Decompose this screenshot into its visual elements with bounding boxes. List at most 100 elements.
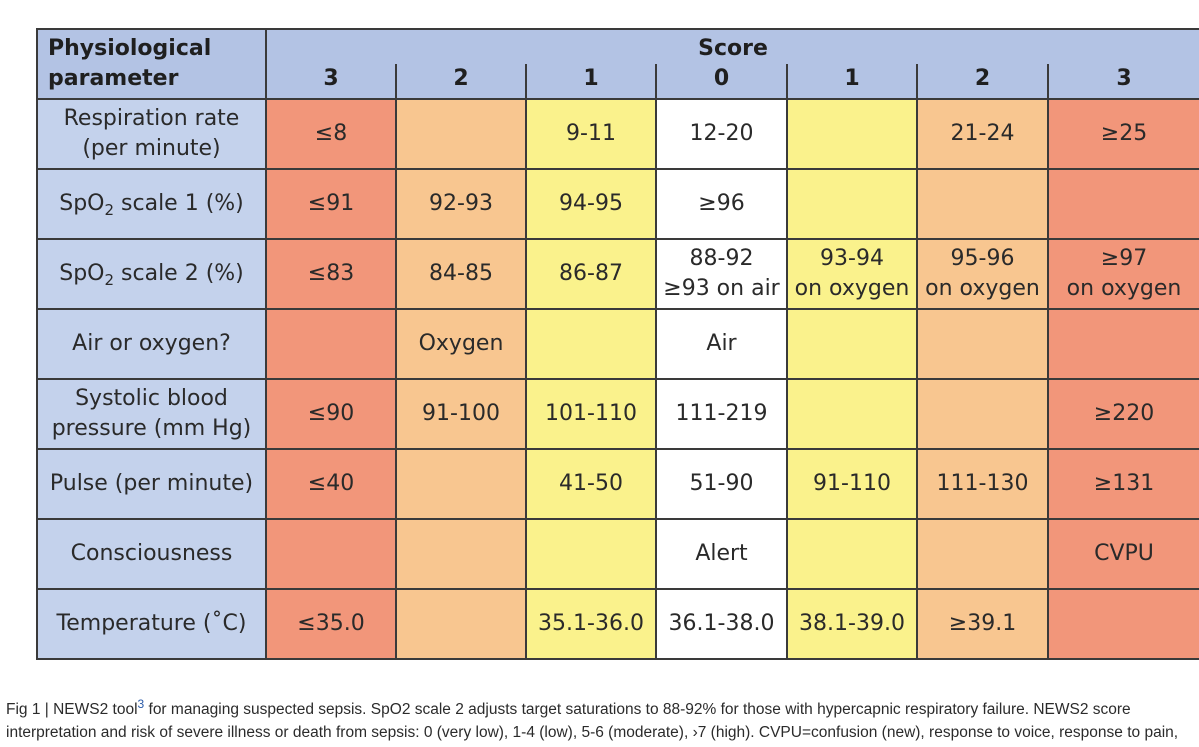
parameter-label-line: Temperature (˚C)	[56, 611, 247, 636]
cell-value: 51-90	[689, 471, 754, 496]
table-row: Temperature (˚C) ≤35.0 35.1-36.0 36.1-38.0 3…	[36, 588, 1199, 660]
parameter-label-line: Air or oxygen?	[72, 331, 231, 356]
cell-value: 21-24	[950, 121, 1015, 146]
cell-value: 88-92	[689, 246, 754, 271]
cell-value: Oxygen	[418, 331, 504, 356]
cell-value: ≤8	[314, 121, 348, 146]
parameter-label: Consciousness	[36, 518, 267, 590]
parameter-label: SpO2 scale 2 (%)	[36, 238, 267, 310]
caption-line-2: interpretation and risk of severe illnes…	[6, 724, 1179, 741]
parameter-label-prefix: SpO	[59, 261, 105, 286]
parameter-label-line: (per minute)	[82, 136, 221, 161]
table-body: Respiration rate (per minute) ≤8 9-11 12-20 2…	[36, 98, 1199, 660]
parameter-label-suffix: scale 1 (%)	[114, 191, 244, 216]
cell-score-3-low: ≤8	[265, 98, 397, 170]
cell-value: 9-11	[566, 121, 616, 146]
parameter-label: Systolic blood pressure (mm Hg)	[36, 378, 267, 450]
header-score-1-low: 1	[525, 64, 657, 100]
cell-value: 91-100	[422, 401, 500, 426]
parameter-label-line: Respiration rate	[63, 106, 240, 131]
cell-score-2-low: 92-93	[395, 168, 527, 240]
cell-value: on oxygen	[925, 276, 1040, 301]
cell-score-1-high: 38.1-39.0	[786, 588, 918, 660]
header-score-3-low: 3	[265, 64, 397, 100]
cell-score-3-low: ≤91	[265, 168, 397, 240]
table-row: Pulse (per minute) ≤40 41-50 51-90 91-110 111…	[36, 448, 1199, 520]
cell-score-2-high	[916, 518, 1049, 590]
cell-score-2-low	[395, 588, 527, 660]
cell-score-3-high: ≥97 on oxygen	[1046, 238, 1199, 310]
news2-table-container: Physiological parameter Score 3 2 1 0 1 …	[36, 28, 1199, 660]
cell-value: ≥96	[698, 191, 745, 216]
cell-score-3-low	[265, 518, 397, 590]
cell-score-0: 88-92 ≥93 on air	[655, 238, 788, 310]
cell-score-0: Air	[655, 308, 788, 380]
cell-value: CVPU	[1094, 541, 1154, 566]
cell-score-1-low: 41-50	[525, 448, 657, 520]
table-row: Air or oxygen? Oxygen Air	[36, 308, 1199, 380]
cell-value: 38.1-39.0	[799, 611, 905, 636]
parameter-label-line: Systolic blood	[75, 386, 228, 411]
caption-line-1-end: for managing suspected sepsis. SpO2 scal…	[144, 701, 1131, 718]
cell-score-3-high: ≥131	[1046, 448, 1199, 520]
cell-value: 36.1-38.0	[668, 611, 775, 636]
header-score-3-high: 3	[1046, 64, 1199, 100]
cell-score-3-high	[1046, 308, 1199, 380]
caption-reference[interactable]: 3	[137, 696, 145, 711]
cell-value: ≤83	[307, 261, 355, 286]
caption-line-1-start: Fig 1 | NEWS2 tool	[6, 701, 138, 718]
cell-score-2-low	[395, 98, 527, 170]
cell-score-0: 111-219	[655, 378, 788, 450]
header-score-1-high: 1	[786, 64, 918, 100]
parameter-label-subscript: 2	[104, 271, 115, 289]
cell-score-3-low: ≤90	[265, 378, 397, 450]
cell-score-1-low: 94-95	[525, 168, 657, 240]
cell-value: ≥220	[1093, 401, 1155, 426]
parameter-label-line: Pulse (per minute)	[49, 471, 254, 496]
cell-score-1-high: 91-110	[786, 448, 918, 520]
cell-score-2-high: ≥39.1	[916, 588, 1049, 660]
cell-value: 92-93	[429, 191, 493, 216]
cell-score-2-high	[916, 168, 1049, 240]
cell-value: ≥131	[1093, 471, 1155, 496]
cell-score-3-low: ≤83	[265, 238, 397, 310]
cell-value: Air	[706, 331, 737, 356]
parameter-label-suffix: scale 2 (%)	[114, 261, 244, 286]
cell-value: ≥25	[1100, 121, 1148, 146]
cell-score-3-low: ≤35.0	[265, 588, 397, 660]
cell-value: ≤40	[307, 471, 355, 496]
cell-value: 111-219	[675, 401, 768, 426]
parameter-label: Temperature (˚C)	[36, 588, 267, 660]
cell-value: ≤90	[307, 401, 355, 426]
header-param-line-2: parameter	[48, 66, 179, 91]
cell-score-2-low: Oxygen	[395, 308, 527, 380]
figure-caption: Fig 1 | NEWS2 tool3 for managing suspect…	[6, 698, 1196, 744]
cell-score-3-low	[265, 308, 397, 380]
header-param-line-1: Physiological	[48, 36, 212, 61]
cell-score-3-high: ≥25	[1046, 98, 1199, 170]
cell-score-0: 36.1-38.0	[655, 588, 788, 660]
parameter-label: Pulse (per minute)	[36, 448, 267, 520]
parameter-label: SpO2 scale 1 (%)	[36, 168, 267, 240]
cell-score-1-high	[786, 98, 918, 170]
cell-value: 86-87	[559, 261, 623, 286]
table-row: Systolic blood pressure (mm Hg) ≤90 91-100 1…	[36, 378, 1199, 450]
parameter-label-line: pressure (mm Hg)	[51, 416, 252, 441]
cell-score-1-high	[786, 518, 918, 590]
cell-value: 94-95	[559, 191, 623, 216]
cell-value: ≤91	[307, 191, 355, 216]
table-row: SpO2 scale 2 (%) ≤83 84-85 86-87 88-92 ≥93 on…	[36, 238, 1199, 310]
cell-score-2-low: 91-100	[395, 378, 527, 450]
cell-score-1-low	[525, 518, 657, 590]
cell-score-1-high	[786, 378, 918, 450]
header-physiological-parameter: Physiological parameter	[36, 28, 267, 100]
cell-score-1-low: 35.1-36.0	[525, 588, 657, 660]
parameter-label-subscript: 2	[104, 201, 115, 219]
cell-score-3-high	[1046, 588, 1199, 660]
cell-score-2-high: 111-130	[916, 448, 1049, 520]
cell-value: 95-96	[950, 246, 1015, 271]
cell-score-0: Alert	[655, 518, 788, 590]
cell-score-2-high: 21-24	[916, 98, 1049, 170]
header-score-0: 0	[655, 64, 788, 100]
cell-score-3-high	[1046, 168, 1199, 240]
